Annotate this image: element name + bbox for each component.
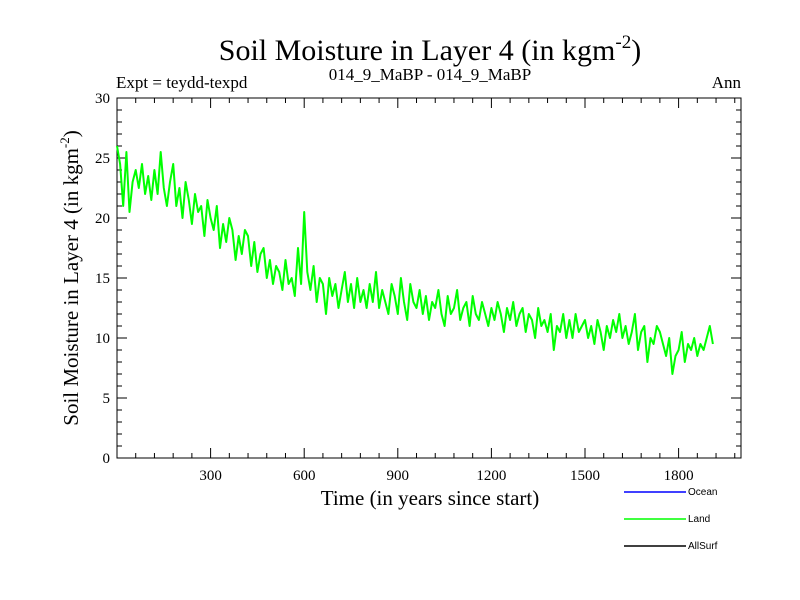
legend-land-label: Land bbox=[688, 514, 710, 525]
x-tick-label: 300 bbox=[199, 468, 222, 484]
chart-title: Soil Moisture in Layer 4 (in kgm-2) bbox=[219, 32, 641, 67]
season-label: Ann bbox=[712, 73, 742, 92]
x-tick-label: 1500 bbox=[570, 468, 600, 484]
legend: Ocean Land AllSurf bbox=[624, 487, 718, 552]
y-tick-label: 15 bbox=[95, 271, 110, 287]
period-label: 014_9_MaBP - 014_9_MaBP bbox=[329, 65, 531, 84]
y-tick-label: 25 bbox=[95, 151, 110, 167]
axis-ticks bbox=[116, 97, 741, 459]
y-tick-labels: 0 5 10 15 20 25 30 bbox=[95, 91, 110, 467]
legend-ocean-label: Ocean bbox=[688, 487, 717, 498]
y-tick-label: 20 bbox=[95, 211, 110, 227]
y-tick-label: 30 bbox=[95, 91, 110, 107]
y-tick-label: 10 bbox=[95, 331, 110, 347]
x-tick-label: 1200 bbox=[476, 468, 506, 484]
x-tick-label: 900 bbox=[387, 468, 410, 484]
legend-allsurf-label: AllSurf bbox=[688, 541, 718, 552]
land-series-line bbox=[116, 145, 714, 375]
x-tick-label: 600 bbox=[293, 468, 316, 484]
y-axis-label: Soil Moisture in Layer 4 (in kgm-2) bbox=[57, 130, 83, 425]
y-tick-label: 5 bbox=[103, 391, 111, 407]
plot-frame bbox=[116, 97, 742, 459]
x-axis-label: Time (in years since start) bbox=[321, 486, 540, 510]
y-tick-label: 0 bbox=[103, 451, 111, 467]
x-tick-label: 1800 bbox=[664, 468, 694, 484]
x-tick-labels: 300 600 900 1200 1500 1800 bbox=[199, 468, 693, 484]
experiment-label: Expt = teydd-texpd bbox=[116, 73, 248, 92]
